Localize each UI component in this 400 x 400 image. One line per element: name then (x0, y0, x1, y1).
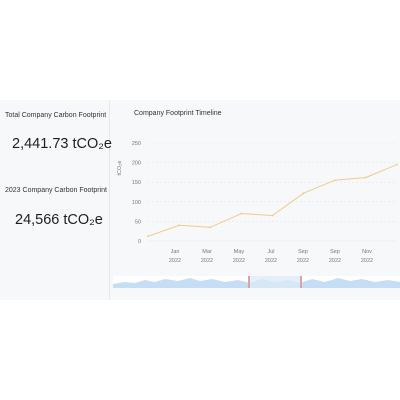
data-point[interactable] (396, 163, 398, 166)
x-tick-month: May (234, 249, 245, 255)
x-tick-year: 2022 (201, 258, 213, 264)
year-footprint-value: 24,566 tCO₂e (15, 212, 103, 228)
x-tick-year: 2022 (297, 258, 309, 264)
year-footprint-label: 2023 Company Carbon Footprint (5, 187, 107, 194)
x-tick-month: Nov (362, 249, 372, 255)
y-axis-label: tCO₂e (117, 161, 123, 176)
panel-divider (109, 100, 110, 300)
data-point[interactable] (302, 192, 305, 195)
x-tick-month: Sep (298, 249, 308, 255)
y-tick-label: 150 (132, 180, 141, 186)
x-tick-year: 2022 (169, 258, 181, 264)
y-tick-label: 50 (135, 219, 141, 225)
data-point[interactable] (364, 176, 367, 179)
x-tick-year: 2022 (233, 258, 245, 264)
data-point[interactable] (209, 226, 212, 229)
x-tick-month: Sep (330, 249, 340, 255)
data-point[interactable] (178, 224, 181, 227)
y-tick-label: 250 (132, 141, 141, 147)
total-footprint-label: Total Company Carbon Footprint (5, 112, 107, 119)
slider-handle-left[interactable] (248, 276, 250, 288)
series-line (147, 164, 398, 237)
slider-window[interactable] (249, 276, 301, 288)
total-footprint-value: 2,441.73 tCO₂e (12, 136, 112, 152)
x-tick-year: 2022 (329, 258, 341, 264)
data-point[interactable] (240, 212, 243, 215)
y-tick-label: 200 (132, 161, 141, 167)
timeline-slider[interactable] (113, 276, 400, 288)
dashboard-panel (0, 100, 400, 300)
x-tick-month: Mar (202, 249, 212, 255)
x-tick-year: 2022 (361, 258, 373, 264)
x-tick-month: Jul (267, 249, 274, 255)
x-tick-year: 2022 (265, 258, 277, 264)
y-tick-label: 100 (132, 200, 141, 206)
data-point[interactable] (147, 235, 149, 238)
y-tick-label: 0 (138, 239, 141, 245)
slider-handle-right[interactable] (300, 276, 302, 288)
x-tick-month: Jan (171, 249, 180, 255)
data-point[interactable] (333, 179, 336, 182)
chart-title: Company Footprint Timeline (134, 110, 222, 117)
data-point[interactable] (271, 214, 274, 217)
